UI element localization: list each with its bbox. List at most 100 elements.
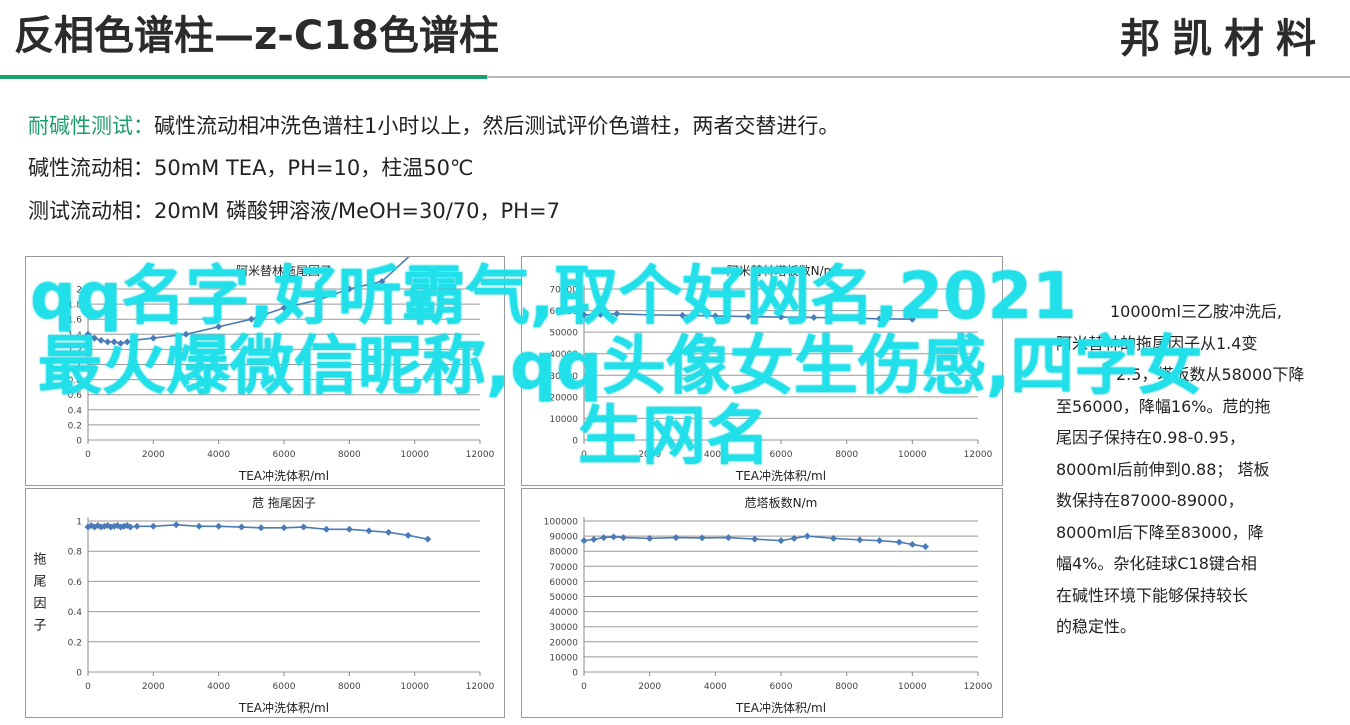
y-tick-label: 40000: [549, 350, 578, 360]
chart-title: 苊 拖尾因子: [252, 496, 316, 510]
x-tick-label: 2000: [638, 450, 661, 460]
y-tick-label: 60000: [549, 578, 578, 588]
data-point: [113, 522, 121, 530]
x-tick-label: 8000: [835, 682, 858, 692]
intro-line-3-label: 测试流动相：: [28, 199, 154, 223]
brand-logo: 邦凯材料: [1120, 16, 1328, 62]
x-axis-label: TEA冲洗体积/ml: [735, 468, 826, 483]
chart-panel-2: 阿米替林塔板数N/m 0 10000 20000 30000 40000 50000 6000…: [521, 256, 1003, 486]
x-tick-label: 10000: [400, 682, 429, 692]
data-point: [404, 531, 412, 539]
data-point: [280, 524, 288, 532]
y-tick-label: 80000: [549, 548, 578, 558]
data-point: [215, 522, 223, 530]
y-tick-label: 10000: [549, 653, 578, 663]
data-point: [300, 523, 308, 531]
x-tick-label: 8000: [338, 682, 361, 692]
x-tick-label: 10000: [400, 450, 429, 460]
data-point: [104, 338, 112, 346]
x-tick-label: 0: [85, 682, 91, 692]
data-point: [596, 310, 604, 318]
side-line: 在碱性环境下能够保持较长: [1056, 585, 1249, 605]
data-point: [711, 312, 719, 320]
y-axis-label: 拖尾因子: [33, 553, 46, 634]
data-point: [149, 334, 157, 342]
data-point: [247, 315, 255, 323]
y-tick-label: 50000: [549, 329, 578, 339]
data-point: [345, 525, 353, 533]
side-line: 10000ml三乙胺冲洗后,: [1110, 302, 1283, 321]
data-point: [123, 522, 131, 530]
data-point: [830, 534, 838, 542]
x-tick-label: 10000: [898, 450, 927, 460]
y-tick-label: 10000: [549, 415, 578, 425]
data-point: [790, 534, 798, 542]
side-line: 尾因子保持在0.98-0.95，: [1056, 428, 1246, 447]
intro-line-1-text: 碱性流动相冲洗色谱柱1小时以上，然后测试评价色谱柱，两者交替进行。: [154, 114, 840, 138]
x-tick-label: 12000: [964, 682, 993, 692]
chart-title: 阿米替林拖尾因子: [236, 264, 332, 278]
y-tick-label: 0.2: [68, 421, 82, 431]
data-point: [777, 537, 785, 545]
y-tick-label: 50000: [549, 593, 578, 603]
side-line: 至56000，降幅16%。苊的拖: [1056, 396, 1271, 416]
data-point: [94, 522, 102, 530]
x-tick-label: 4000: [704, 450, 727, 460]
x-tick-label: 2000: [638, 682, 661, 692]
y-tick-label: 2: [76, 286, 82, 296]
x-tick-label: 10000: [898, 682, 927, 692]
intro-line-3: 测试流动相：20mM 磷酸钾溶液/MeOH=30/70，PH=7: [28, 197, 560, 225]
data-point: [97, 523, 105, 531]
side-line: 阿米替林的拖尾因子从1.4变: [1056, 333, 1258, 353]
y-tick-label: 1.2: [68, 346, 82, 356]
x-axis-label: TEA冲洗体积/ml: [238, 468, 329, 483]
chart-acenaphthene-tailing: 苊 拖尾因子 0 0.2 0.4 0.6 0.8 1 0 2000 4000 6000 8000 100…: [33, 496, 494, 715]
chart-panel-1: 阿米替林拖尾因子 0 0.2 0.4 0.6 0.8 1 1.2 1.4 1.6 1.8 2 0 2000…: [25, 247, 505, 486]
chart-title: 苊塔板数N/m: [745, 495, 818, 510]
y-tick-label: 0.6: [68, 578, 83, 588]
chart-acenaphthene-plates: 苊塔板数N/m010000200003000040000500006000070…: [544, 495, 993, 715]
header-divider-accent: [0, 75, 487, 79]
data-point: [172, 521, 180, 529]
data-point: [751, 535, 759, 543]
y-tick-label: 1: [76, 361, 82, 371]
intro-line-2-text: 50mM TEA，PH=10，柱温50℃: [154, 156, 474, 180]
y-tick-label: 0: [572, 437, 578, 447]
y-tick-label: 0.8: [68, 376, 83, 386]
side-line: 幅4%。杂化硅球C18键合相: [1056, 554, 1257, 573]
y-tick-label: 60000: [549, 307, 578, 317]
x-tick-label: 6000: [273, 450, 296, 460]
side-line: 数保持在87000-89000，: [1056, 491, 1244, 510]
side-line: 8000ml后下降至83000，降: [1056, 522, 1264, 542]
intro-line-1-label: 耐碱性测试：: [28, 114, 154, 138]
y-tick-label: 0.2: [68, 638, 82, 648]
data-point: [322, 525, 330, 533]
data-point: [876, 537, 883, 545]
data-point: [97, 336, 105, 344]
x-tick-label: 6000: [770, 450, 793, 460]
data-point: [856, 536, 864, 544]
data-point: [590, 535, 598, 543]
data-point: [908, 540, 916, 548]
data-point: [133, 522, 141, 530]
x-tick-label: 2000: [142, 450, 165, 460]
data-point: [777, 313, 785, 321]
data-point: [238, 523, 246, 531]
data-point: [646, 534, 654, 542]
data-point: [843, 314, 851, 322]
data-point: [619, 534, 627, 542]
data-point: [91, 523, 99, 531]
side-line: 的稳定性。: [1056, 617, 1137, 636]
x-axis-label: TEA冲洗体积/ml: [735, 700, 826, 715]
data-point: [257, 524, 265, 532]
x-tick-label: 4000: [207, 682, 230, 692]
data-point: [744, 313, 752, 321]
y-tick-label: 70000: [549, 563, 578, 573]
y-tick-label: 100000: [544, 518, 579, 528]
y-tick-label: 0.8: [68, 548, 83, 558]
chart-panel-4: 苊塔板数N/m 0 10000 20000 30000 40000 50000 60000 70…: [521, 488, 1003, 718]
x-tick-label: 4000: [704, 682, 727, 692]
x-tick-label: 8000: [835, 450, 858, 460]
side-line: 8000ml后前伸到0.88； 塔板: [1056, 459, 1270, 479]
data-point: [876, 315, 883, 323]
